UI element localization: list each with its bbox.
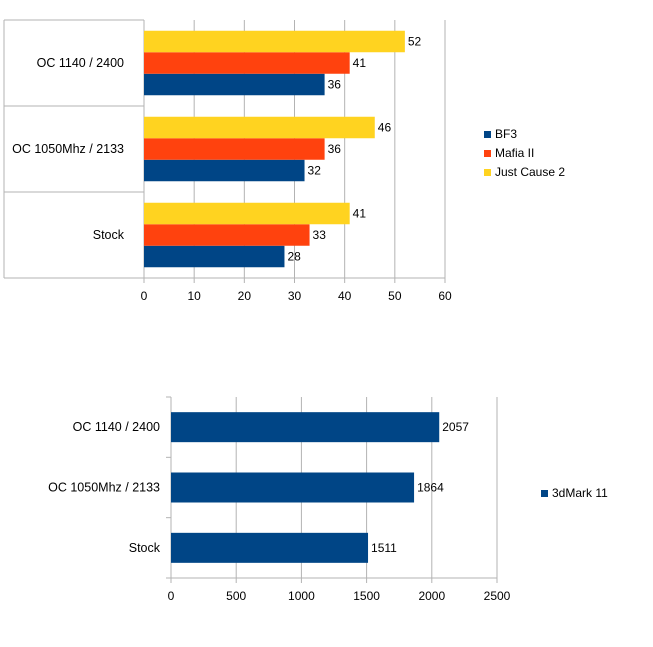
bar-bf3-stock <box>144 245 285 268</box>
x-tick-label: 1500 <box>353 589 380 603</box>
legend: BF3 Mafia II Just Cause 2 <box>484 127 565 179</box>
data-label: 36 <box>328 142 342 156</box>
data-label: 41 <box>353 56 367 70</box>
x-tick-label: 0 <box>168 589 175 603</box>
legend-item-mafia-ii: Mafia II <box>495 146 534 160</box>
category-label-stock: Stock <box>129 541 161 555</box>
category-label-stock: Stock <box>93 228 125 242</box>
data-label: 2057 <box>442 420 469 434</box>
x-tick-label: 500 <box>226 589 246 603</box>
x-tick-label: 2000 <box>418 589 445 603</box>
legend-swatch <box>484 169 491 176</box>
legend-item-3dmark-11: 3dMark 11 <box>552 486 608 500</box>
bar-mafia-ii-oc-1140-2400 <box>144 52 350 74</box>
game-fps-chart: 0 10 20 30 40 50 60 OC 1140 / 2400 36 41 52 OC 1050… <box>3 19 565 303</box>
data-label: 46 <box>378 121 392 135</box>
x-tick-label: 20 <box>238 289 252 303</box>
category-label-oc-1140-2400: OC 1140 / 2400 <box>37 56 124 70</box>
legend-swatch <box>484 131 491 138</box>
data-label: 32 <box>308 164 322 178</box>
data-label: 52 <box>408 35 422 49</box>
data-label: 33 <box>313 228 327 242</box>
x-tick-label: 0 <box>141 289 148 303</box>
x-tick-label: 60 <box>438 289 452 303</box>
x-tick-label: 40 <box>338 289 352 303</box>
legend: 3dMark 11 <box>541 486 608 500</box>
legend-swatch <box>541 490 548 497</box>
bar-just-cause-2-oc-1050mhz-2133 <box>144 116 375 139</box>
x-tick-label: 2500 <box>484 589 511 603</box>
x-tick-label: 10 <box>187 289 201 303</box>
bar-3dmark-11-stock <box>171 532 369 563</box>
legend-item-bf3: BF3 <box>495 127 517 141</box>
category-label-oc-1050mhz-2133: OC 1050Mhz / 2133 <box>12 142 124 156</box>
data-label: 36 <box>328 78 342 92</box>
bar-just-cause-2-stock <box>144 202 350 225</box>
bar-bf3-oc-1050mhz-2133 <box>144 159 305 182</box>
x-tick-label: 1000 <box>288 589 315 603</box>
data-label: 1864 <box>417 481 444 495</box>
bar-mafia-ii-oc-1050mhz-2133 <box>144 138 325 160</box>
data-label: 1511 <box>371 541 397 555</box>
data-label: 41 <box>353 207 367 221</box>
category-label-oc-1140-2400: OC 1140 / 2400 <box>73 420 160 434</box>
bar-mafia-ii-stock <box>144 224 310 246</box>
legend-swatch <box>484 150 491 157</box>
x-tick-label: 50 <box>388 289 402 303</box>
bar-just-cause-2-oc-1140-2400 <box>144 30 405 53</box>
category-label-oc-1050mhz-2133: OC 1050Mhz / 2133 <box>48 481 160 495</box>
data-label: 28 <box>287 250 301 264</box>
3dmark-chart: 0 500 1000 1500 2000 2500 OC 1140 / 2400 2057 OC… <box>48 396 608 603</box>
legend-item-just-cause-2: Just Cause 2 <box>495 165 565 179</box>
bar-3dmark-11-oc-1140-2400 <box>171 412 440 443</box>
bar-3dmark-11-oc-1050mhz-2133 <box>171 472 415 503</box>
bar-bf3-oc-1140-2400 <box>144 73 325 96</box>
x-tick-label: 30 <box>288 289 302 303</box>
